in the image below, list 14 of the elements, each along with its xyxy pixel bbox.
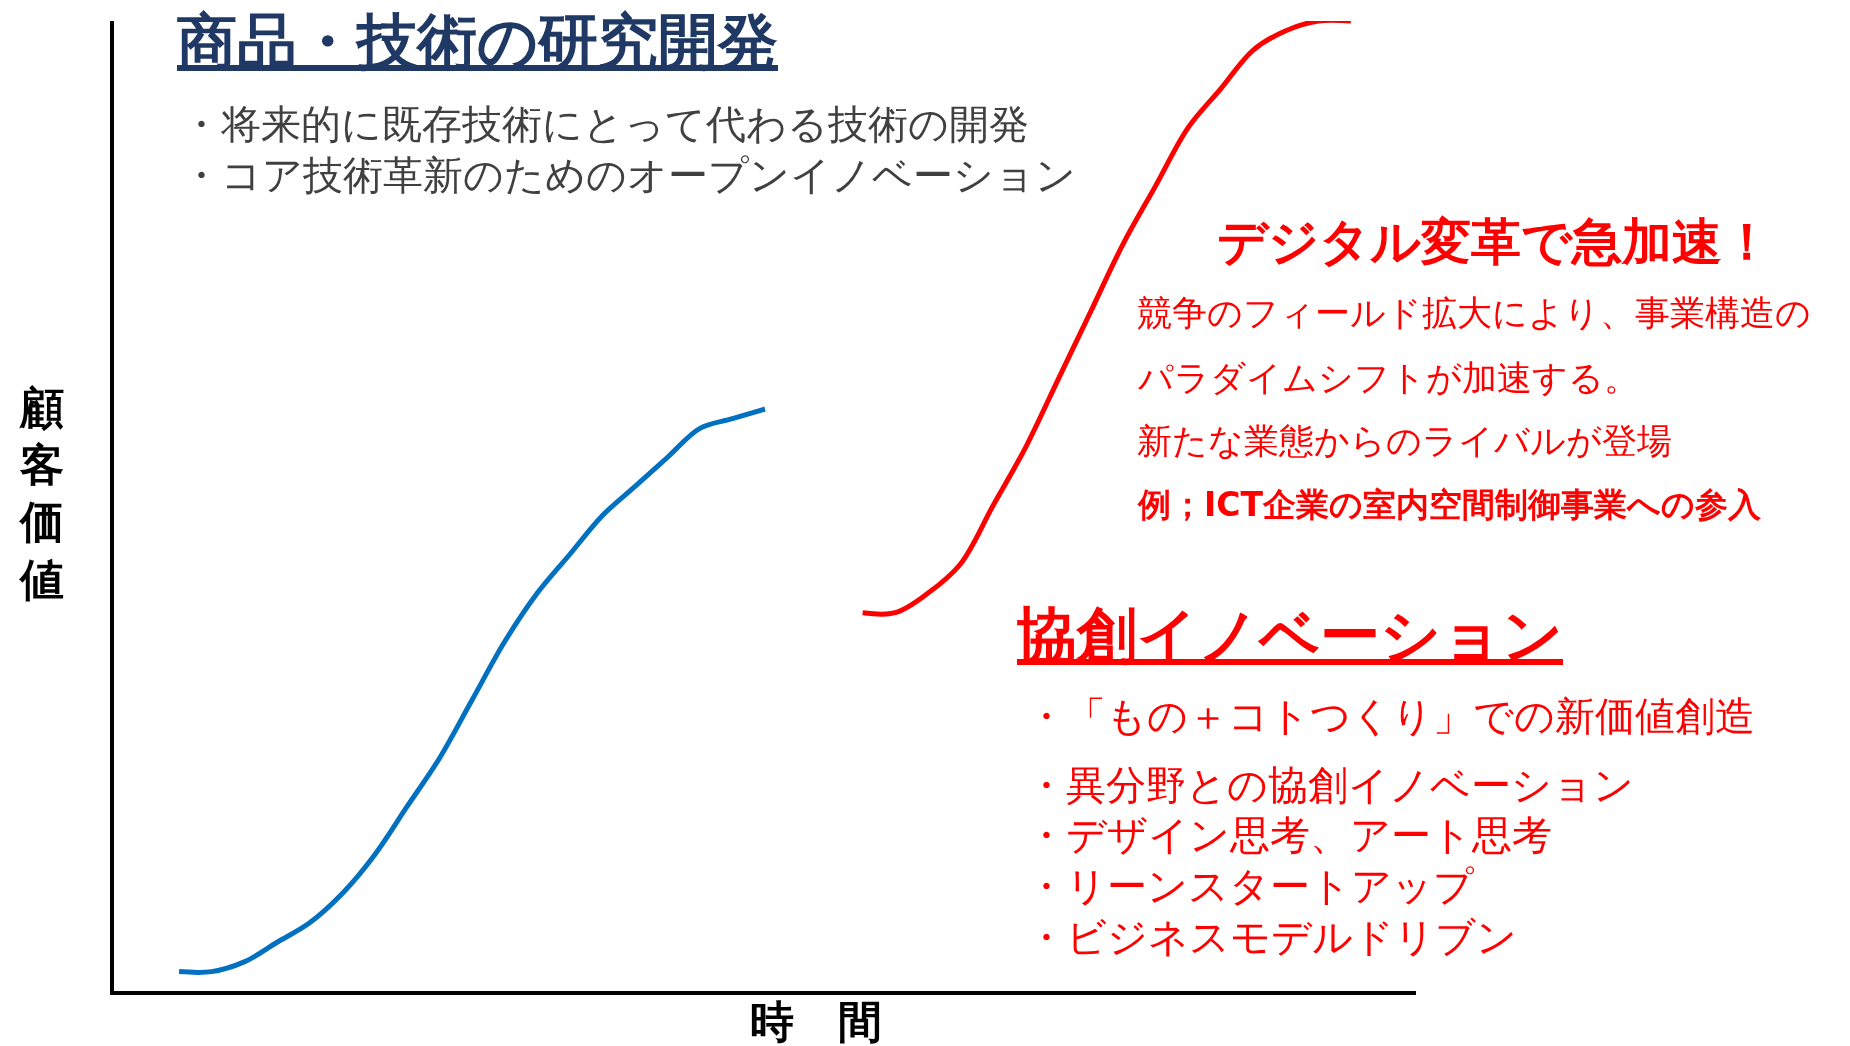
annotation: ・「もの＋コトつくり」での新価値創造 <box>1026 693 1755 739</box>
annotation: 競争のフィールド拡大により、事業構造の <box>1137 293 1811 333</box>
annotation: ・異分野との協創イノベーション <box>1026 762 1634 808</box>
annotation: ・コア技術革新のためのオープンイノベーション <box>181 152 1076 198</box>
y-axis-title: 顧客価値 <box>18 382 64 605</box>
annotation: ・デザイン思考、アート思考 <box>1026 812 1552 858</box>
annotation: ・将来的に既存技術にとって代わる技術の開発 <box>181 101 1029 147</box>
x-axis-title: 時 間 <box>750 996 882 1046</box>
annotation: 例；ICT企業の室内空間制御事業への参入 <box>1137 485 1763 524</box>
annotation: ・ビジネスモデルドリブン <box>1026 914 1517 960</box>
annotation: ・リーンスタートアップ <box>1026 863 1475 909</box>
annotation: パラダイムシフトが加速する。 <box>1137 358 1639 398</box>
annotation: デジタル変革で急加速！ <box>1217 213 1772 271</box>
annotation: 新たな業態からのライバルが登場 <box>1137 421 1672 461</box>
